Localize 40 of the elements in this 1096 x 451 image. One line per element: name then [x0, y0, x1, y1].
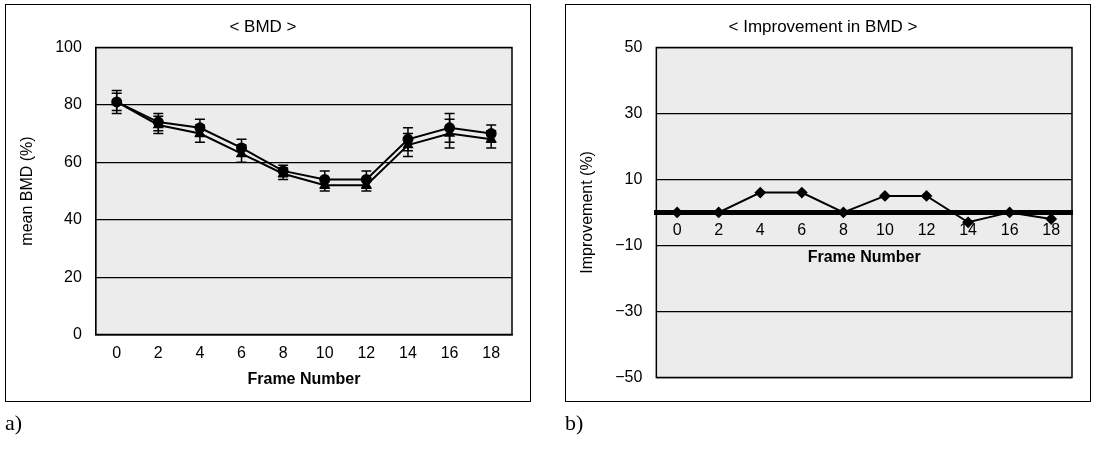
- y-tick-label: 50: [624, 37, 643, 55]
- y-tick-label: 40: [64, 210, 82, 228]
- y-tick-label: 80: [64, 95, 82, 113]
- y-tick-label: 60: [64, 152, 82, 170]
- x-tick-label: 0: [672, 221, 682, 239]
- text: b): [565, 410, 584, 436]
- y-tick-label: 100: [55, 37, 82, 55]
- x-axis-title: Frame Number: [807, 247, 921, 265]
- x-tick-label: 6: [797, 221, 807, 239]
- x-tick-label: 16: [1000, 221, 1019, 239]
- x-tick-label: 4: [195, 343, 205, 361]
- x-tick-label: 2: [153, 343, 163, 361]
- y-tick-label: 0: [72, 325, 82, 343]
- y-tick-label: −10: [615, 235, 643, 253]
- y-axis-title: Improvement (%): [578, 151, 596, 274]
- x-axis-title: Frame Number: [247, 369, 361, 387]
- x-tick-label: 16: [440, 343, 459, 361]
- x-tick-label: 8: [278, 343, 288, 361]
- y-tick-label: 20: [64, 267, 82, 285]
- chart-title: < BMD >: [229, 16, 297, 36]
- x-tick-label: 8: [838, 221, 848, 239]
- y-tick-label: 10: [624, 169, 643, 187]
- y-tick-label: −30: [615, 301, 643, 319]
- y-axis-title: mean BMD (%): [18, 136, 36, 246]
- x-tick-label: 18: [1042, 221, 1061, 239]
- y-tick-label: −50: [615, 367, 643, 385]
- chart-title: < Improvement in BMD >: [728, 16, 918, 36]
- x-tick-label: 6: [237, 343, 247, 361]
- x-tick-label: 12: [357, 343, 376, 361]
- text: a): [5, 410, 23, 436]
- x-tick-label: 12: [917, 221, 936, 239]
- y-tick-label: 30: [624, 103, 643, 121]
- x-tick-label: 2: [714, 221, 724, 239]
- x-tick-label: 14: [399, 343, 417, 361]
- x-tick-label: 4: [755, 221, 765, 239]
- x-tick-label: 10: [315, 343, 334, 361]
- x-tick-label: 10: [876, 221, 894, 239]
- x-tick-label: 14: [959, 221, 978, 239]
- x-tick-label: 18: [482, 343, 501, 361]
- x-tick-label: 0: [112, 343, 122, 361]
